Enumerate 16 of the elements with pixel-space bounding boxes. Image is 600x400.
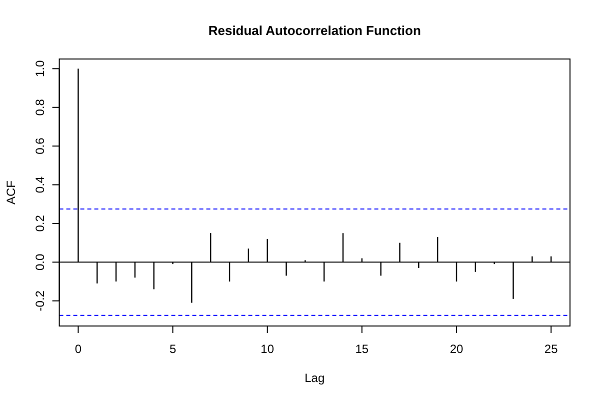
x-axis-title: Lag	[304, 371, 325, 385]
y-tick-label: 0.6	[33, 137, 47, 154]
y-tick-label: 0.0	[33, 253, 47, 270]
y-tick-label: 1.0	[33, 60, 47, 78]
chart-title: Residual Autocorrelation Function	[208, 23, 421, 38]
x-tick-label: 5	[169, 342, 176, 356]
x-tick-label: 25	[544, 342, 558, 356]
x-tick-label: 15	[355, 342, 369, 356]
y-tick-label: 0.2	[33, 214, 47, 232]
x-tick-label: 20	[450, 342, 464, 356]
y-axis-title: ACF	[4, 180, 18, 204]
y-tick-label: 0.8	[33, 98, 47, 116]
x-tick-label: 10	[260, 342, 274, 356]
y-tick-label: 0.4	[33, 176, 47, 194]
x-tick-label: 0	[74, 342, 82, 356]
y-tick-label: -0.2	[33, 290, 47, 312]
